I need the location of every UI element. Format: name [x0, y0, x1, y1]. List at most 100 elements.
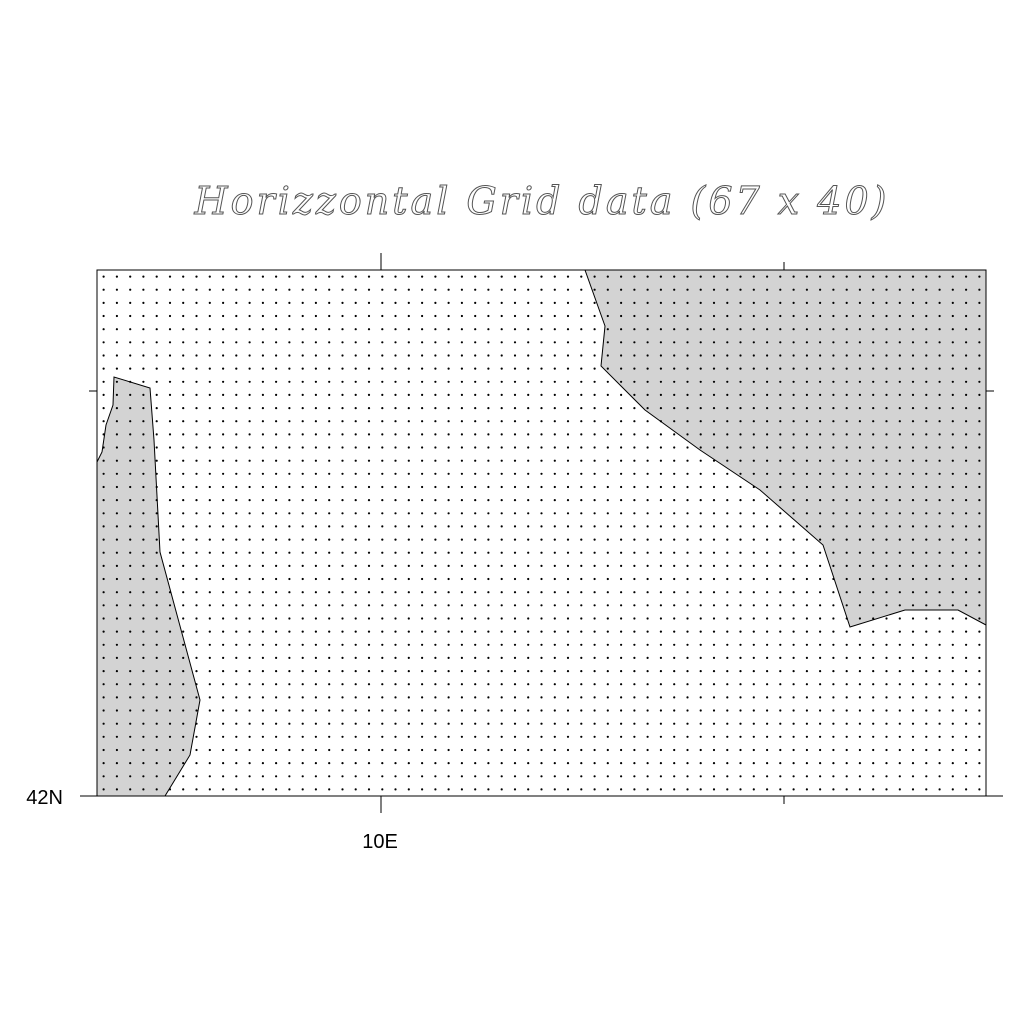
grid-point — [288, 643, 291, 646]
grid-point — [447, 367, 450, 370]
grid-point — [566, 525, 570, 528]
grid-point — [566, 696, 570, 699]
grid-point — [593, 407, 596, 410]
grid-point — [686, 354, 689, 357]
grid-point — [792, 775, 795, 778]
grid-point — [845, 525, 848, 528]
grid-point — [235, 380, 238, 383]
grid-point — [354, 512, 357, 515]
grid-point — [766, 617, 769, 620]
grid-point — [275, 459, 278, 462]
grid-point — [726, 591, 729, 594]
grid-point — [434, 275, 437, 278]
grid-point — [288, 301, 291, 304]
grid-point — [527, 604, 530, 607]
grid-point — [925, 446, 928, 449]
grid-point — [819, 577, 822, 581]
grid-point — [593, 656, 596, 660]
grid-point — [182, 630, 185, 633]
grid-point — [699, 709, 702, 712]
grid-point — [513, 354, 517, 357]
grid-point — [858, 301, 862, 304]
grid-point — [938, 617, 941, 620]
grid-point — [208, 604, 211, 607]
grid-point — [248, 775, 251, 778]
grid-point — [447, 617, 450, 620]
grid-point — [474, 367, 477, 370]
grid-point — [182, 643, 185, 646]
grid-point — [288, 683, 291, 686]
grid-point — [341, 314, 344, 318]
grid-point — [394, 314, 397, 318]
grid-point — [620, 341, 623, 344]
grid-point — [885, 630, 888, 633]
grid-point — [580, 683, 583, 686]
grid-point — [911, 328, 915, 331]
grid-point — [885, 696, 888, 699]
grid-point — [819, 328, 822, 331]
grid-point — [474, 499, 477, 502]
grid-point — [527, 630, 530, 633]
grid-point — [593, 433, 596, 436]
grid-point — [659, 459, 663, 462]
grid-point — [845, 459, 848, 462]
grid-point — [354, 709, 357, 712]
grid-point — [222, 683, 225, 686]
grid-point — [872, 538, 875, 541]
grid-point — [566, 288, 570, 291]
grid-point — [766, 354, 769, 357]
grid-point — [487, 459, 490, 462]
grid-point — [580, 643, 583, 646]
grid-point — [222, 288, 225, 291]
grid-point — [527, 617, 530, 620]
grid-point — [633, 683, 636, 686]
grid-point — [845, 670, 848, 673]
grid-point — [421, 485, 424, 489]
grid-point — [248, 709, 251, 712]
grid-point — [951, 656, 954, 660]
grid-point — [381, 551, 384, 554]
grid-point — [447, 328, 450, 331]
grid-point — [686, 288, 689, 291]
grid-point — [553, 564, 556, 568]
grid-point — [699, 328, 702, 331]
grid-point — [925, 788, 928, 791]
grid-point — [527, 591, 530, 594]
grid-point — [872, 433, 875, 436]
grid-point — [474, 591, 477, 594]
grid-point — [633, 564, 636, 568]
grid-point — [500, 341, 503, 344]
grid-point — [938, 485, 941, 489]
grid-point — [301, 617, 304, 620]
grid-point — [288, 617, 291, 620]
grid-point — [434, 407, 437, 410]
grid-point — [805, 670, 809, 673]
grid-point — [474, 683, 477, 686]
grid-point — [540, 670, 543, 673]
grid-point — [460, 683, 463, 686]
grid-point — [474, 525, 477, 528]
grid-point — [553, 472, 556, 475]
grid-point — [858, 775, 862, 778]
grid-point — [898, 709, 901, 712]
grid-point — [261, 288, 264, 291]
grid-point — [142, 420, 145, 423]
grid-point — [925, 407, 928, 410]
grid-point — [898, 433, 901, 436]
grid-point — [805, 499, 809, 502]
grid-point — [978, 314, 981, 318]
grid-point — [235, 656, 238, 660]
grid-point — [858, 459, 862, 462]
grid-point — [288, 670, 291, 673]
grid-point — [819, 709, 822, 712]
grid-point — [195, 433, 198, 436]
grid-point — [460, 617, 463, 620]
grid-point — [155, 433, 158, 436]
grid-point — [195, 577, 198, 581]
grid-point — [925, 485, 928, 489]
grid-point — [699, 604, 702, 607]
grid-point — [633, 577, 636, 581]
grid-point — [752, 696, 755, 699]
grid-point — [407, 696, 410, 699]
grid-point — [819, 735, 822, 738]
